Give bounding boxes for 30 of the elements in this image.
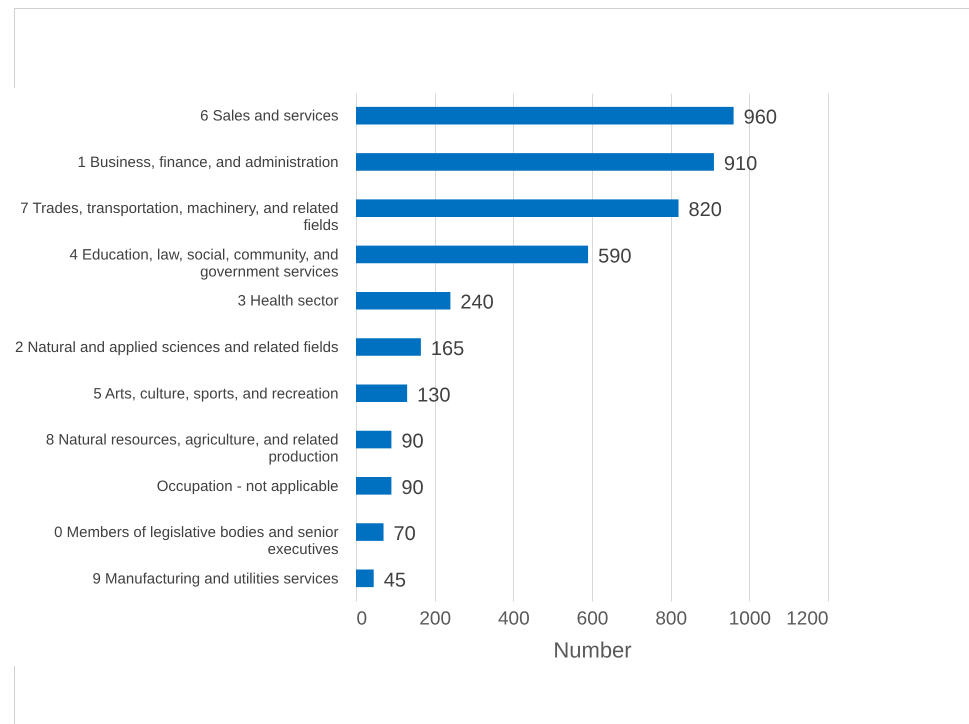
x-tick-label: 800: [655, 608, 688, 630]
x-tick-label: 200: [419, 608, 452, 630]
x-tick-label: 1000: [728, 608, 771, 630]
y-tick-label: Occupation - not applicable: [156, 478, 338, 495]
data-label: 90: [401, 476, 424, 499]
y-tick-label: 6 Sales and services: [200, 108, 338, 125]
data-label: 960: [744, 106, 777, 129]
x-tick-label: 400: [498, 608, 530, 630]
data-label: 590: [598, 245, 632, 268]
y-tick-label: 9 Manufacturing and utilities services: [92, 570, 338, 588]
x-axis-title: Number: [553, 638, 632, 662]
y-tick-label: 8 Natural resources, agriculture, and related production: [46, 432, 338, 466]
data-label: 820: [688, 199, 722, 222]
data-label: 910: [724, 152, 758, 175]
y-tick-label: 2 Natural and applied sciences and related fields: [14, 339, 338, 356]
y-tick-label: 0 Members of legislative bodies and senior executives: [54, 524, 338, 558]
data-label: 240: [460, 292, 494, 314]
y-tick-label: 1 Business, finance, and administration: [78, 154, 338, 171]
data-label: 165: [430, 338, 464, 360]
y-tick-label: 5 Arts, culture, sports, and recreation: [93, 385, 338, 402]
data-label: 70: [394, 523, 416, 546]
y-tick-label: 4 Education, law, social, community, and government services: [69, 246, 338, 280]
data-label: 130: [417, 384, 451, 406]
x-tick-label: 600: [576, 608, 608, 630]
data-label: 90: [401, 430, 424, 453]
data-label: 45: [384, 569, 406, 592]
y-tick-label: 3 Health sector: [238, 292, 338, 310]
x-tick-label: 1200: [786, 608, 828, 630]
x-tick-label: 0: [356, 608, 368, 630]
y-tick-label: 7 Trades, transportation, machinery, and related fields: [20, 200, 338, 234]
